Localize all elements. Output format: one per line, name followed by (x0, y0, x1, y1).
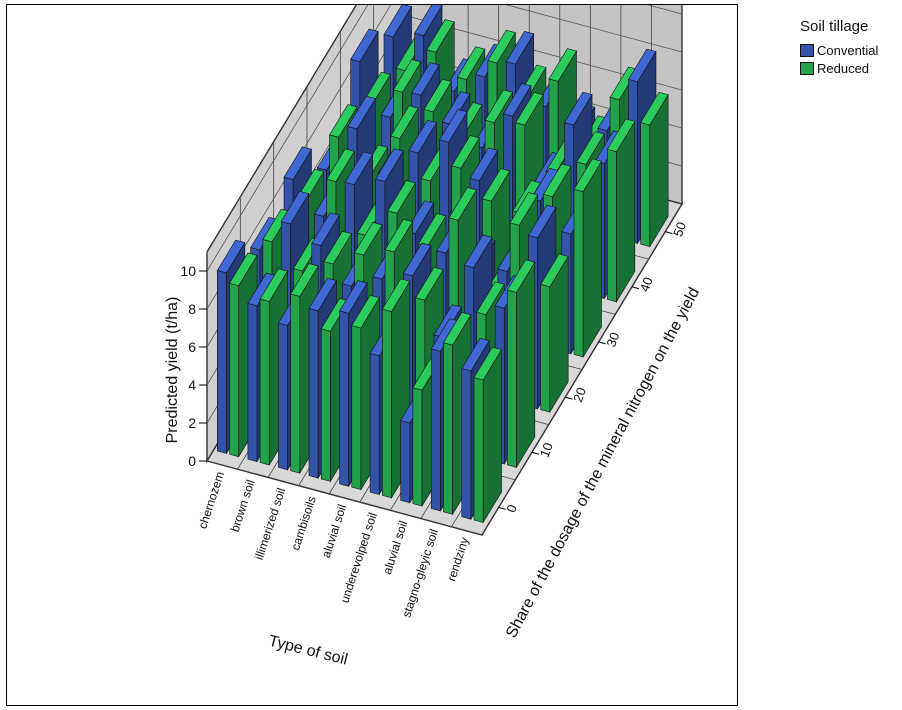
x-tick-label: cambisoils (288, 494, 319, 552)
x-tick-label: brown soil (228, 478, 258, 534)
bar-reduced-8-1 (506, 259, 536, 469)
grid-line-z (206, 5, 683, 310)
x-tick-label: aluvial soil (380, 519, 410, 576)
y-tick-label: 10 (537, 441, 556, 460)
z-tick-label: 0 (188, 453, 196, 469)
chart-3d-bar: 0 2 4 6 8 10 Predicted yield (t/ha) 0 10 20 30 40 50… (164, 5, 703, 669)
y-tick-label: 20 (570, 385, 589, 404)
legend-title: Soil tillage (800, 18, 869, 35)
bar-reduced-8-5 (640, 91, 669, 248)
legend-label-reduced: Reduced (817, 60, 870, 76)
x-tick-label: aluvial soil (319, 503, 349, 560)
y-tick-label: 50 (670, 220, 689, 239)
legend-label-convential: Convential (817, 42, 879, 58)
bar-reduced-8-3 (573, 158, 602, 359)
plot-frame: 0 2 4 6 8 10 Predicted yield (t/ha) 0 10 20 30 40 50… (6, 4, 738, 706)
x-tick-label: illimerized soil (252, 486, 288, 561)
z-tick-label: 10 (180, 263, 196, 279)
grid-line-z (206, 5, 683, 272)
legend-swatch-reduced (800, 61, 814, 75)
legend-item-convential: Convential (800, 41, 900, 59)
bar-reduced-8-4 (606, 118, 636, 303)
y-tick-label: 30 (603, 330, 622, 349)
y-tick (565, 396, 573, 400)
x-tick-label: underevolped soil (338, 511, 380, 605)
legend-swatch-convential (800, 43, 814, 57)
bar-reduced-8-2 (540, 253, 569, 414)
z-tick-label: 8 (188, 301, 196, 317)
x-tick-label: rendziny (444, 535, 471, 582)
legend-item-reduced: Reduced (800, 59, 900, 77)
z-axis-label: Predicted yield (t/ha) (164, 297, 181, 444)
x-tick-label: stagno-gleyic soil (399, 527, 441, 619)
bar-reduced-8-0 (473, 346, 502, 524)
y-tick (531, 451, 540, 455)
y-tick-label: 40 (637, 275, 656, 294)
z-tick-label: 6 (188, 339, 196, 355)
z-tick-label: 2 (188, 415, 196, 431)
x-tick-label: chernozem (195, 470, 227, 531)
y-tick (498, 506, 506, 510)
y-tick (665, 231, 673, 235)
z-tick-label: 4 (188, 377, 196, 393)
y-tick (631, 286, 640, 290)
y-tick (598, 341, 606, 345)
x-axis-label: Type of soil (267, 633, 350, 669)
y-tick-label: 0 (503, 503, 520, 515)
legend: Soil tillage Convential Reduced (800, 18, 900, 77)
